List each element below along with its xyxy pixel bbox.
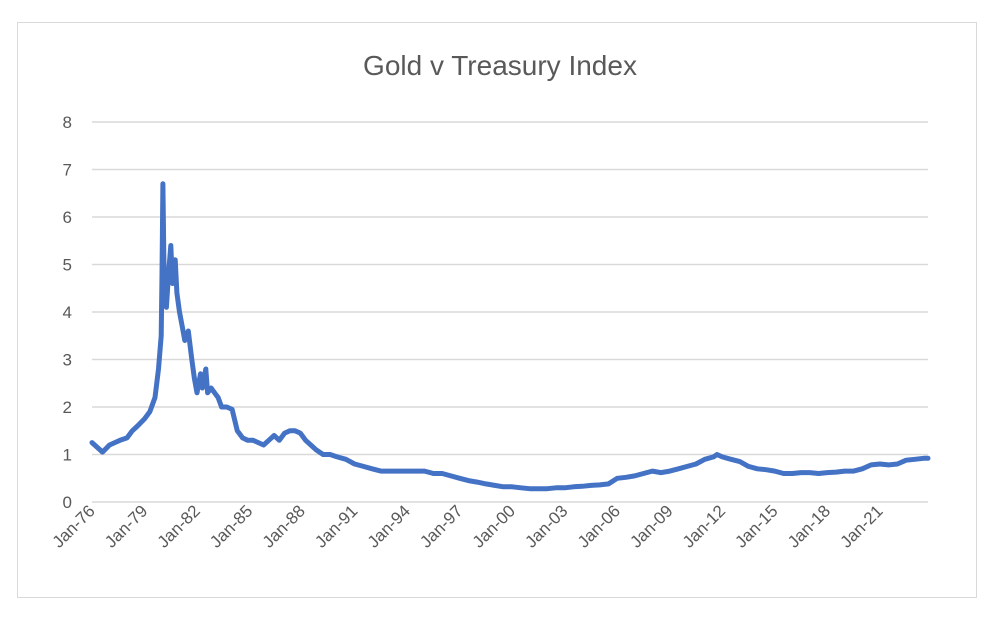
y-tick-label: 5 xyxy=(63,256,72,275)
y-tick-label: 4 xyxy=(63,303,72,322)
x-tick-label: Jan-00 xyxy=(469,501,519,551)
x-tick-label: Jan-06 xyxy=(574,501,624,551)
x-tick-label: Jan-09 xyxy=(626,501,676,551)
x-tick-label: Jan-85 xyxy=(206,501,256,551)
x-tick-label: Jan-97 xyxy=(416,501,466,551)
y-tick-label: 3 xyxy=(63,351,72,370)
y-tick-label: 1 xyxy=(63,446,72,465)
y-tick-label: 7 xyxy=(63,161,72,180)
x-tick-label: Jan-79 xyxy=(101,501,151,551)
series-line xyxy=(89,181,931,492)
x-tick-label: Jan-03 xyxy=(521,501,571,551)
x-tick-label: Jan-94 xyxy=(364,501,414,551)
y-tick-label: 8 xyxy=(63,113,72,132)
gridlines xyxy=(92,121,928,503)
x-tick-label: Jan-18 xyxy=(784,501,834,551)
x-tick-label: Jan-82 xyxy=(154,501,204,551)
x-tick-label: Jan-91 xyxy=(311,501,361,551)
y-tick-label: 0 xyxy=(63,493,72,512)
x-tick-label: Jan-76 xyxy=(49,501,99,551)
x-tick-label: Jan-88 xyxy=(259,501,309,551)
x-tick-label: Jan-21 xyxy=(836,501,886,551)
y-tick-label: 2 xyxy=(63,398,72,417)
chart-title: Gold v Treasury Index xyxy=(363,50,637,81)
y-tick-label: 6 xyxy=(63,208,72,227)
x-tick-label: Jan-12 xyxy=(679,501,729,551)
x-tick-label: Jan-15 xyxy=(731,501,781,551)
y-axis-ticks: 0 1 2 3 4 5 6 7 8 xyxy=(63,113,72,512)
x-axis-ticks: Jan-76 Jan-79 Jan-82 Jan-85 Jan-88 Jan-91 Jan-… xyxy=(49,501,887,551)
